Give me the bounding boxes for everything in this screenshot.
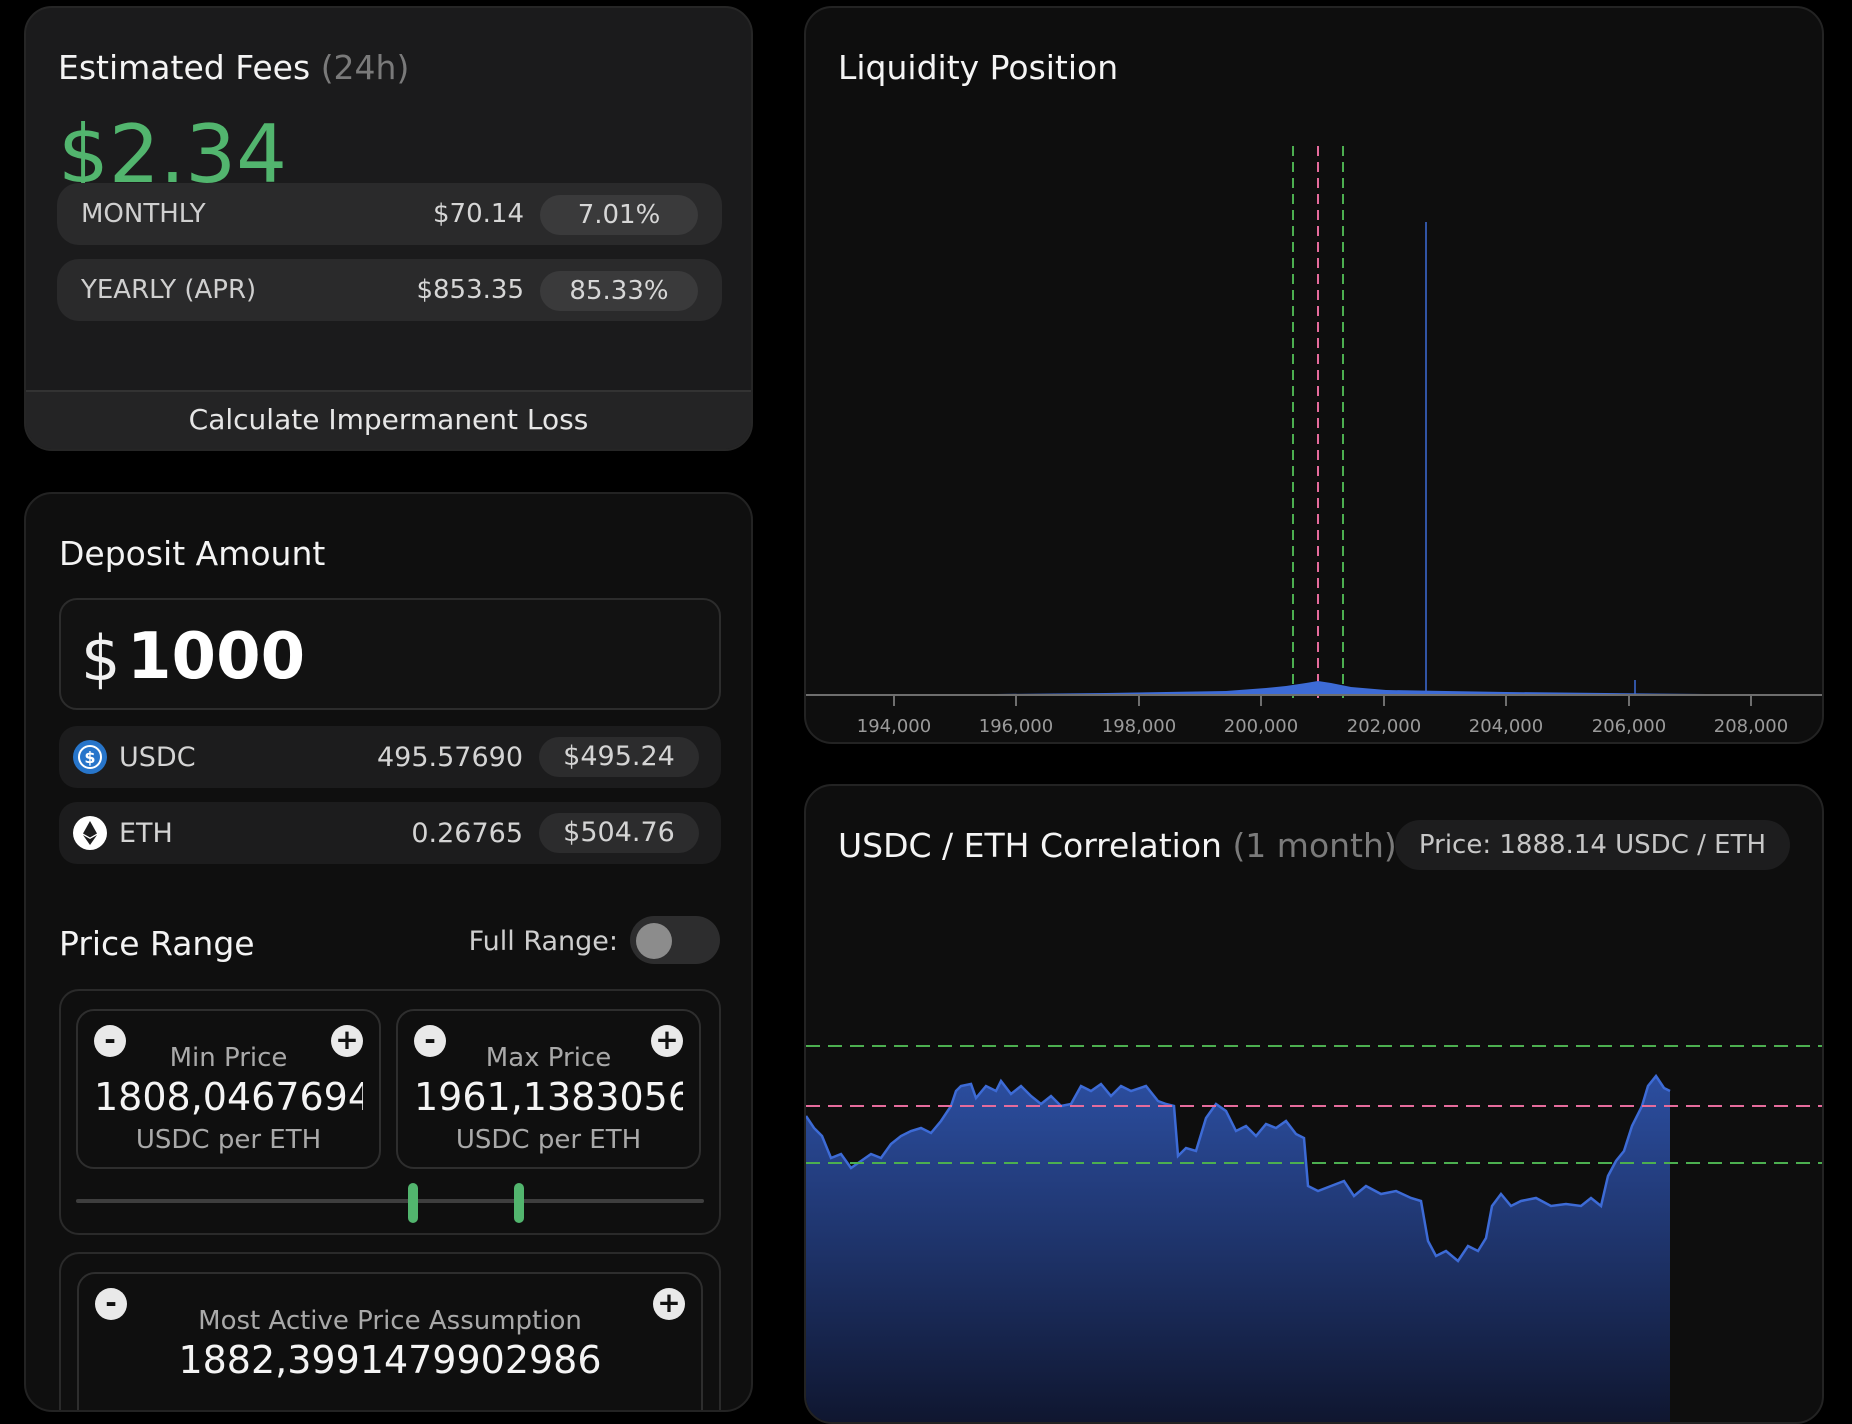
usdc-icon: $	[73, 740, 107, 774]
correlation-chart	[806, 1045, 1822, 1422]
token-name: ETH	[119, 818, 173, 849]
deposit-amount-value: 1000	[127, 620, 306, 694]
correlation-card: USDC / ETH Correlation (1 month) Price: …	[804, 784, 1824, 1424]
max-price-decrement-button[interactable]: -	[414, 1025, 446, 1057]
liquidity-chart: 194,000 196,000 198,000 200,000 202,000 …	[806, 146, 1822, 737]
svg-text:$: $	[84, 748, 95, 767]
max-price-box: - + Max Price 1961,13830566 USDC per ETH	[396, 1009, 701, 1169]
assumption-label: Most Active Price Assumption	[198, 1306, 582, 1336]
fee-row-percent: 7.01%	[540, 195, 698, 235]
x-tick-label: 208,000	[1714, 716, 1788, 737]
x-tick-label: 204,000	[1469, 716, 1543, 737]
assumption-input[interactable]: 1882,3991479902986	[178, 1338, 602, 1382]
fees-title: Estimated Fees (24h)	[58, 48, 410, 87]
deposit-title: Deposit Amount	[59, 534, 326, 573]
toggle-knob	[636, 923, 672, 959]
correlation-title: USDC / ETH Correlation (1 month)	[838, 826, 1397, 865]
x-tick-label: 196,000	[979, 716, 1053, 737]
token-amount: 495.57690	[376, 742, 523, 773]
token-usd-value: $504.76	[539, 813, 699, 853]
token-row-usdc: $ USDC 495.57690 $495.24	[59, 726, 721, 788]
x-tick-label: 194,000	[857, 716, 931, 737]
token-name: USDC	[119, 742, 196, 773]
liquidity-title: Liquidity Position	[838, 48, 1119, 87]
eth-icon	[73, 816, 107, 850]
min-price-unit: USDC per ETH	[135, 1125, 322, 1155]
fee-row-value: $853.35	[416, 275, 524, 305]
min-price-increment-button[interactable]: +	[331, 1025, 363, 1057]
price-line	[806, 1073, 1671, 1263]
price-range-box: - + Min Price 1808,046769400 USDC per ET…	[59, 989, 721, 1235]
token-row-eth: ETH 0.26765 $504.76	[59, 802, 721, 864]
min-price-input[interactable]: 1808,046769400	[94, 1075, 363, 1119]
price-assumption-inner: - + Most Active Price Assumption 1882,39…	[77, 1272, 703, 1410]
fee-row-label: YEARLY (APR)	[81, 275, 257, 305]
full-range-toggle[interactable]	[630, 916, 720, 964]
price-assumption-box: - + Most Active Price Assumption 1882,39…	[59, 1252, 721, 1410]
calculate-impermanent-loss-button[interactable]: Calculate Impermanent Loss	[26, 392, 751, 449]
deposit-card: Deposit Amount $ 1000 $ USDC 495.57690 $…	[24, 492, 753, 1412]
token-usd-value: $495.24	[539, 737, 699, 777]
x-axis-ticks	[893, 695, 1752, 706]
fee-row-value: $70.14	[433, 199, 524, 229]
price-area	[806, 1076, 1670, 1422]
fee-row-yearly: YEARLY (APR) $853.35 85.33%	[57, 259, 722, 321]
max-price-label: Max Price	[485, 1043, 612, 1073]
assumption-increment-button[interactable]: +	[653, 1288, 685, 1320]
x-tick-label: 206,000	[1592, 716, 1666, 737]
deposit-amount-input[interactable]: $ 1000	[59, 598, 721, 710]
max-price-slider-handle[interactable]	[514, 1183, 524, 1223]
x-tick-label: 200,000	[1224, 716, 1298, 737]
estimated-fees-card: Estimated Fees (24h) $2.34 MONTHLY $70.1…	[24, 6, 753, 451]
token-amount: 0.26765	[411, 818, 523, 849]
fee-row-percent: 85.33%	[540, 271, 698, 311]
fee-row-monthly: MONTHLY $70.14 7.01%	[57, 183, 722, 245]
price-range-slider-track[interactable]	[76, 1199, 704, 1203]
min-price-box: - + Min Price 1808,046769400 USDC per ET…	[76, 1009, 381, 1169]
current-price-badge: Price: 1888.14 USDC / ETH	[1394, 820, 1790, 870]
min-price-decrement-button[interactable]: -	[94, 1025, 126, 1057]
fee-row-label: MONTHLY	[81, 199, 206, 229]
x-tick-label: 202,000	[1347, 716, 1421, 737]
price-range-title: Price Range	[59, 924, 255, 963]
divider	[26, 390, 751, 392]
liquidity-position-card: Liquidity Position 194,000 196,000 198,0…	[804, 6, 1824, 744]
currency-symbol: $	[81, 622, 121, 695]
full-range-label: Full Range:	[468, 926, 618, 957]
x-tick-label: 198,000	[1102, 716, 1176, 737]
max-price-input[interactable]: 1961,13830566	[414, 1075, 683, 1119]
max-price-unit: USDC per ETH	[455, 1125, 642, 1155]
assumption-decrement-button[interactable]: -	[95, 1288, 127, 1320]
liquidity-distribution	[996, 681, 1706, 694]
min-price-slider-handle[interactable]	[408, 1183, 418, 1223]
max-price-increment-button[interactable]: +	[651, 1025, 683, 1057]
min-price-label: Min Price	[169, 1043, 288, 1073]
